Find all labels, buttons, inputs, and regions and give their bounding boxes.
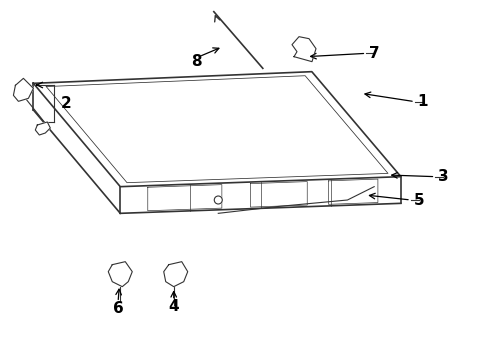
- Text: 3: 3: [438, 169, 449, 184]
- Text: 7: 7: [369, 46, 380, 61]
- Text: 5: 5: [414, 193, 424, 207]
- Circle shape: [214, 196, 222, 204]
- Text: 8: 8: [191, 54, 201, 69]
- Text: 6: 6: [113, 301, 123, 316]
- Polygon shape: [108, 262, 132, 287]
- Polygon shape: [292, 37, 316, 62]
- Polygon shape: [13, 78, 33, 101]
- Text: 1: 1: [417, 94, 428, 109]
- Text: 2: 2: [61, 96, 72, 111]
- Polygon shape: [35, 122, 50, 135]
- Polygon shape: [164, 262, 188, 287]
- Text: 4: 4: [169, 299, 179, 314]
